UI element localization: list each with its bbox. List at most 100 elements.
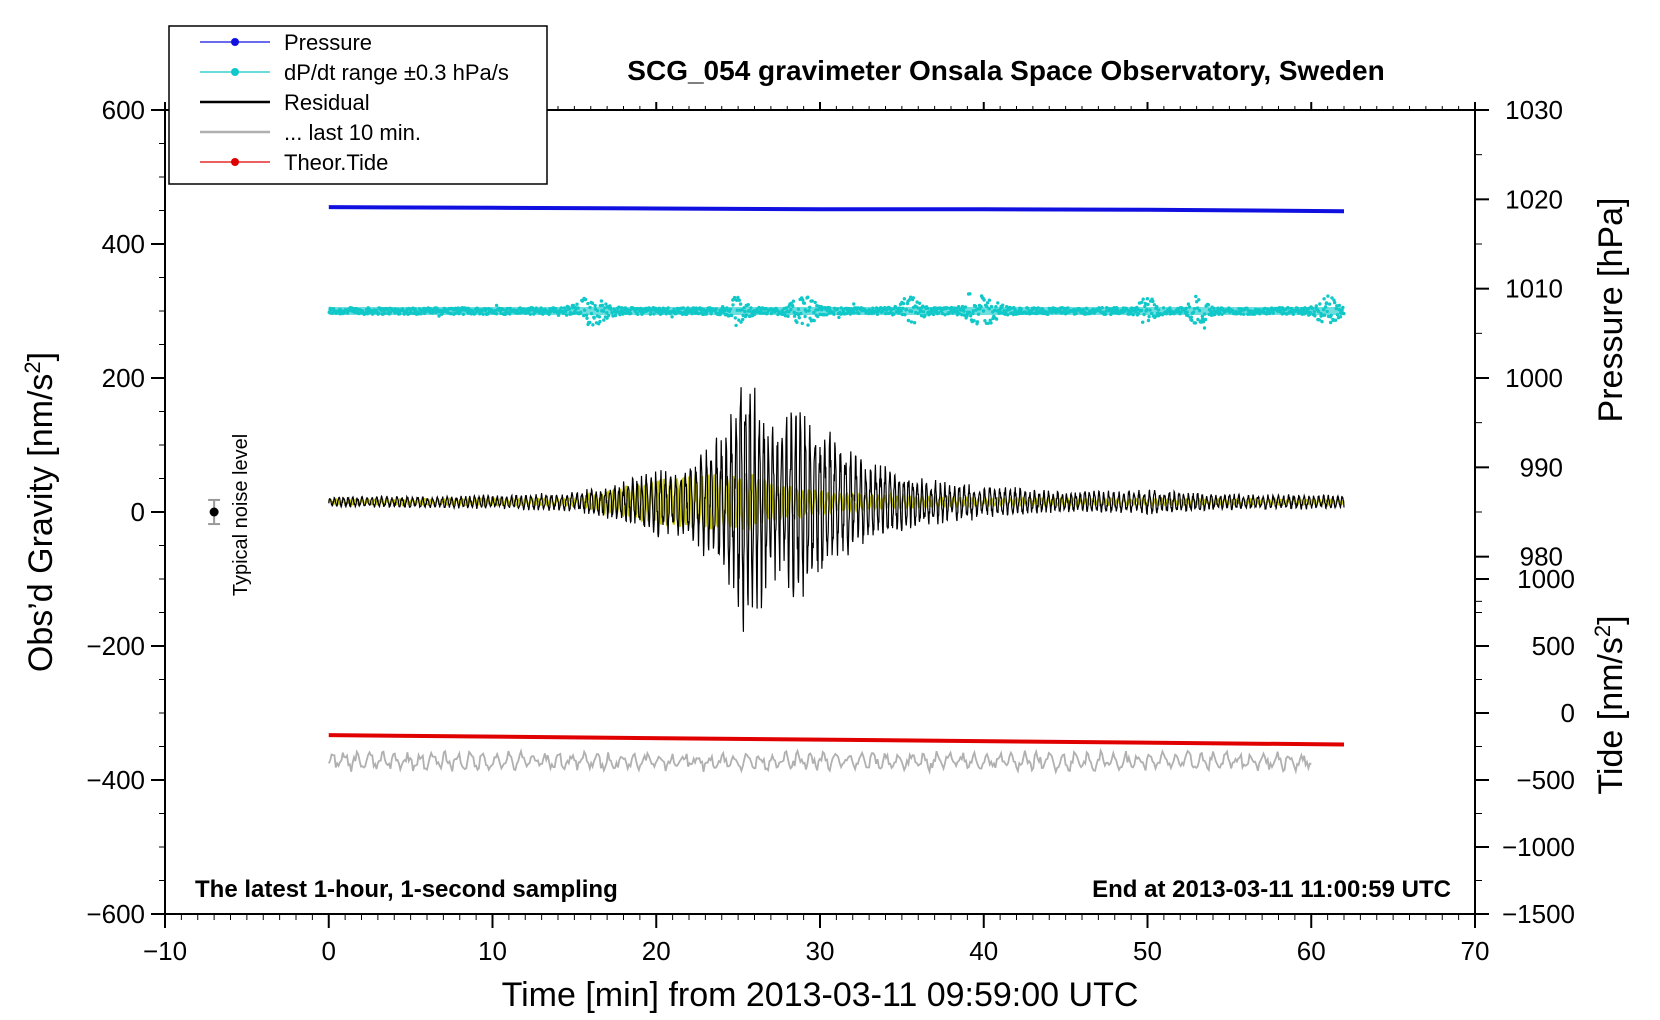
dpdt-point — [996, 301, 1000, 305]
footer-left-text: The latest 1-hour, 1-second sampling — [195, 876, 618, 903]
dpdt-point — [1190, 318, 1194, 322]
dpdt-point — [901, 301, 906, 306]
pressure-tick-label: 1010 — [1505, 274, 1563, 304]
dpdt-point — [812, 318, 816, 323]
dpdt-series — [327, 292, 1346, 330]
dpdt-point — [1194, 294, 1198, 299]
dpdt-point — [591, 323, 595, 327]
dpdt-point — [791, 299, 796, 303]
x-tick-label: −10 — [143, 936, 187, 966]
tide-tick-label: −500 — [1516, 765, 1575, 795]
dpdt-point — [670, 315, 674, 319]
dpdt-point — [906, 318, 911, 323]
x-tick-label: 20 — [642, 936, 671, 966]
dpdt-point — [1189, 315, 1194, 319]
legend-label: Residual — [284, 90, 370, 115]
dpdt-point — [912, 321, 917, 325]
noise-level-label: Typical noise level — [230, 434, 252, 596]
dpdt-point — [1320, 319, 1324, 324]
dpdt-point — [1326, 294, 1330, 298]
legend-swatch-dot — [231, 158, 239, 166]
dpdt-point — [1146, 318, 1151, 323]
legend-items: Pressure dP/dt range ±0.3 hPa/s Residual..… — [200, 30, 509, 175]
chart-title: SCG_054 gravimeter Onsala Space Observat… — [627, 55, 1384, 86]
dpdt-point — [810, 299, 814, 303]
dpdt-point — [1154, 314, 1158, 318]
x-tick-label: 0 — [322, 936, 336, 966]
dpdt-point — [1329, 320, 1333, 325]
legend-box — [168, 25, 548, 185]
legend-swatch-dot — [231, 38, 239, 46]
dpdt-point — [1152, 303, 1157, 307]
dpdt-point — [583, 297, 588, 302]
dpdt-band — [328, 307, 1344, 315]
dpdt-point — [1141, 297, 1145, 301]
dpdt-point — [1143, 301, 1148, 306]
x-tick-label: 70 — [1461, 936, 1490, 966]
dpdt-point — [605, 316, 609, 320]
dpdt-point — [1333, 300, 1337, 305]
dpdt-point — [816, 314, 820, 319]
dpdt-point — [988, 318, 992, 322]
dpdt-point — [800, 321, 804, 326]
dpdt-point — [801, 298, 805, 302]
dpdt-point — [917, 301, 922, 305]
x-tick-label: 10 — [478, 936, 507, 966]
dpdt-point — [494, 303, 499, 308]
legend-label: Theor.Tide — [284, 150, 388, 175]
dpdt-point — [803, 314, 807, 319]
tide-tick-label: −1500 — [1502, 899, 1575, 929]
dpdt-point — [585, 316, 589, 320]
x-tick-label: 50 — [1133, 936, 1162, 966]
dpdt-point — [982, 298, 986, 302]
dpdt-point — [1203, 317, 1208, 322]
dpdt-point — [575, 302, 579, 306]
dpdt-point — [975, 320, 980, 324]
dpdt-point — [1314, 304, 1319, 308]
dpdt-point — [802, 301, 807, 305]
dpdt-point — [590, 301, 595, 305]
dpdt-point — [1140, 300, 1144, 304]
dpdt-point — [737, 318, 741, 322]
x-tick-label: 60 — [1297, 936, 1326, 966]
dpdt-point — [908, 295, 913, 299]
dpdt-point — [987, 298, 992, 302]
dpdt-point — [593, 303, 597, 308]
pressure-tick-label: 1030 — [1505, 95, 1563, 125]
dpdt-point — [588, 320, 592, 325]
dpdt-point — [739, 320, 743, 324]
dpdt-point — [1317, 318, 1322, 322]
y-tick-label: 600 — [102, 95, 145, 125]
dpdt-point — [985, 301, 990, 305]
dpdt-point — [1202, 326, 1207, 330]
tide-tick-label: 1000 — [1517, 564, 1575, 594]
pressure-tick-label: 980 — [1520, 542, 1563, 572]
dpdt-point — [852, 302, 856, 306]
dpdt-point — [737, 298, 741, 302]
pressure-tick-label: 990 — [1520, 452, 1563, 482]
dpdt-point — [1324, 301, 1329, 305]
dpdt-point — [732, 295, 737, 300]
dpdt-point — [600, 303, 605, 307]
tide-tick-label: 0 — [1561, 698, 1575, 728]
dpdt-point — [989, 321, 993, 325]
dpdt-point — [437, 314, 441, 318]
dpdt-point — [1196, 317, 1200, 322]
dpdt-point — [736, 295, 740, 300]
dpdt-point — [734, 298, 739, 302]
pressure-axis-title: Pressure [hPa] — [1592, 198, 1630, 423]
dpdt-point — [1186, 302, 1191, 306]
dpdt-point — [792, 314, 797, 318]
y-axis-title: Obs’d Gravity [nm/s2] — [20, 352, 60, 672]
x-tick-label: 30 — [806, 936, 835, 966]
dpdt-point — [806, 323, 810, 327]
tide-tick-label: −1000 — [1502, 832, 1575, 862]
y-tick-label: −400 — [86, 765, 145, 795]
noise-point — [209, 507, 219, 517]
data-layer — [208, 205, 1346, 775]
dpdt-point — [968, 292, 972, 296]
dpdt-point — [592, 316, 596, 320]
dpdt-point — [1335, 304, 1339, 308]
pressure-series-line — [328, 205, 1345, 214]
